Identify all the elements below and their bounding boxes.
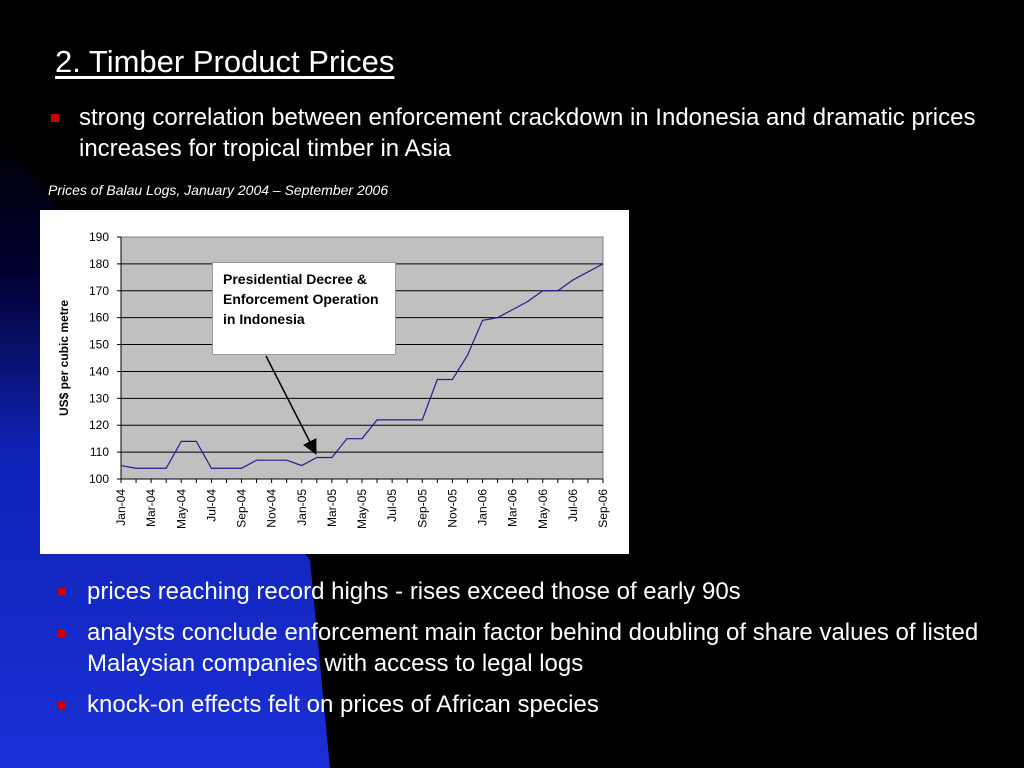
x-tick-label: Jul-04 [204,489,218,522]
y-tick-label: 160 [89,311,109,325]
chart-caption: Prices of Balau Logs, January 2004 – Sep… [48,182,389,198]
x-tick-label: Mar-05 [325,489,339,527]
slide-title: 2. Timber Product Prices [55,44,395,79]
y-tick-label: 150 [89,338,109,352]
x-tick-label: Mar-04 [144,489,158,527]
y-tick-label: 170 [89,284,109,298]
x-tick-label: Nov-05 [445,489,459,528]
bullet-item: prices reaching record highs - rises exc… [54,576,984,607]
top-bullet-list: strong correlation between enforcement c… [46,102,986,164]
bullet-item: strong correlation between enforcement c… [46,102,986,164]
bullet-square-icon [51,114,59,122]
x-tick-label: May-06 [536,489,550,529]
bullet-square-icon [58,629,66,637]
x-tick-label: Sep-04 [235,489,249,528]
y-tick-label: 100 [89,472,109,486]
bullet-text: knock-on effects felt on prices of Afric… [87,691,599,718]
y-tick-label: 140 [89,364,109,378]
bottom-bullet-list: prices reaching record highs - rises exc… [54,576,984,730]
series-line [120,263,604,469]
x-tick-label: May-05 [355,489,369,529]
bullet-square-icon [58,701,66,709]
x-tick-label: Jan-06 [476,489,490,526]
bullet-text: strong correlation between enforcement c… [79,104,976,162]
bullet-text: analysts conclude enforcement main facto… [87,619,979,677]
x-tick-label: Jul-05 [385,489,399,522]
y-tick-label: 190 [89,230,109,244]
chart-panel: 100 110 120 130 140 150 160 170 180 190 Jan-04 Mar-… [40,210,629,554]
y-axis-label: US$ per cubic metre [57,300,71,416]
bullet-square-icon [58,588,66,596]
x-tick-label: Sep-05 [415,489,429,528]
y-tick-label: 130 [89,391,109,405]
x-tick-label: Jan-04 [114,489,128,526]
bullet-item: analysts conclude enforcement main facto… [54,617,984,679]
y-tick-label: 120 [89,418,109,432]
y-tick-label: 180 [89,257,109,271]
x-tick-label: Mar-06 [506,489,520,527]
bullet-item: knock-on effects felt on prices of Afric… [54,689,984,720]
chart-annotation: Presidential Decree & Enforcement Operat… [212,262,396,355]
x-tick-label: May-04 [174,489,188,529]
x-tick-label: Jan-05 [295,489,309,526]
bullet-text: prices reaching record highs - rises exc… [87,578,741,605]
annotation-arrow [265,355,317,455]
x-tick-label: Jul-06 [566,489,580,522]
x-tick-label: Sep-06 [596,489,610,528]
y-tick-label: 110 [90,445,109,459]
x-tick-label: Nov-04 [265,489,279,528]
